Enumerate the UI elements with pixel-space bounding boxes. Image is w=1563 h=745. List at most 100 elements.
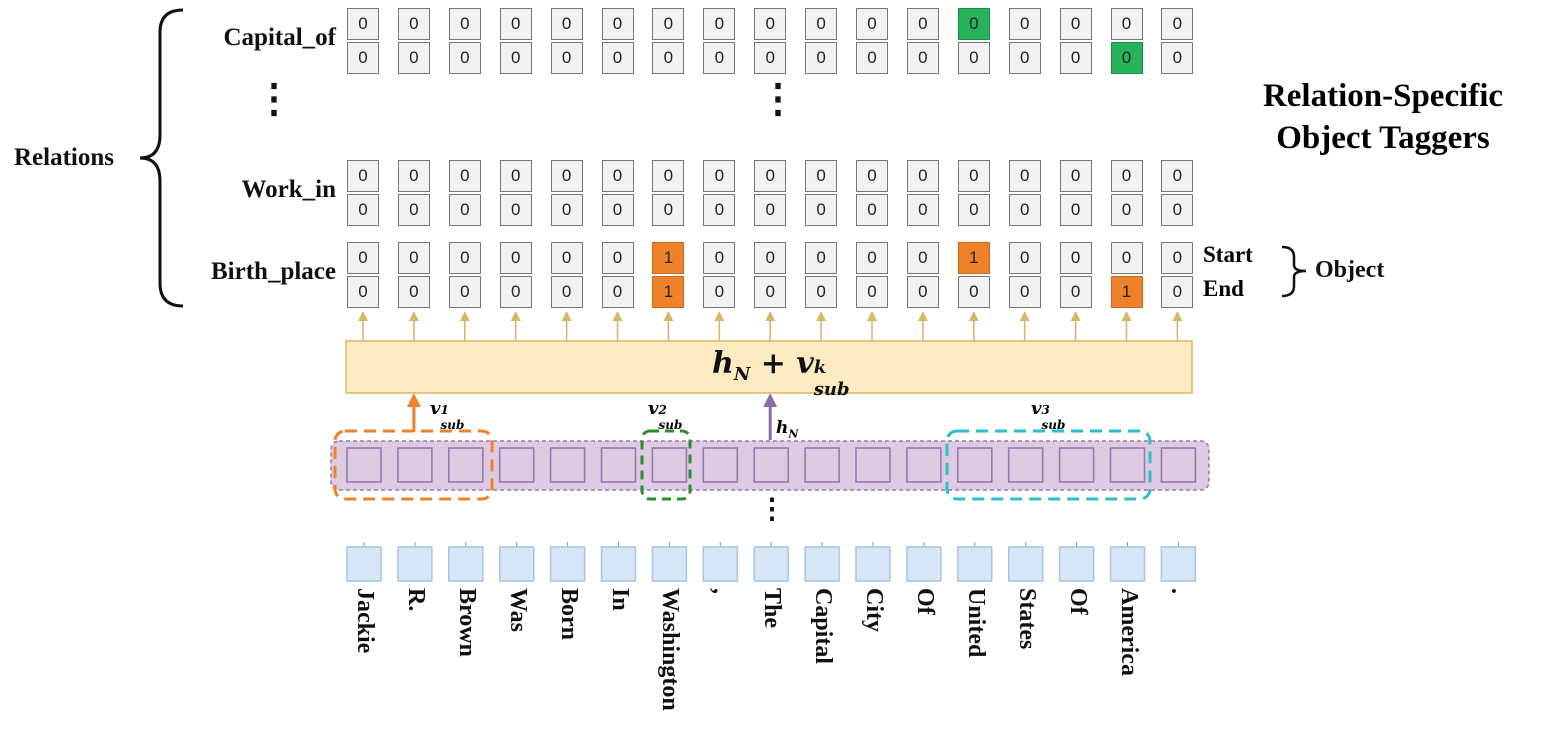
encoder-cell-9	[804, 447, 840, 483]
subject-label-2-sup: 2	[658, 403, 667, 417]
token-box-4	[549, 546, 586, 582]
token-box-6	[651, 546, 688, 582]
tagger-arrowhead-8	[765, 311, 776, 321]
encoder-cell-11	[906, 447, 942, 483]
token-word-11: Of	[911, 588, 938, 615]
subject-label-2-v: v	[648, 398, 659, 419]
tag-cell-capital-of-end-7: 0	[703, 42, 736, 74]
tag-cell-capital-of-end-1: 0	[397, 42, 430, 74]
tagger-arrowhead-4	[561, 311, 572, 321]
token-word-5: In	[606, 588, 633, 611]
tag-cell-birth-place-end-4: 0	[550, 276, 583, 308]
end-label: End	[1203, 276, 1244, 301]
tag-cell-capital-of-start-3: 0	[499, 8, 532, 40]
subject-1-arrowhead	[406, 393, 421, 407]
tag-cell-work-in-end-16: 0	[1161, 194, 1194, 226]
tagger-arrowhead-10	[867, 311, 877, 321]
encoder-cell-1	[397, 447, 433, 483]
tag-cell-birth-place-end-8: 0	[754, 276, 787, 308]
tag-cell-birth-place-start-4: 0	[550, 242, 583, 274]
tag-cell-work-in-end-13: 0	[1008, 194, 1041, 226]
combine-formula: hN + v k sub	[712, 346, 850, 400]
tag-cell-birth-place-start-9: 0	[805, 242, 838, 274]
tag-cell-birth-place-end-10: 0	[856, 276, 888, 308]
token-box-16	[1160, 546, 1197, 582]
token-word-14: Of	[1064, 588, 1091, 615]
tag-cell-capital-of-end-3: 0	[499, 42, 532, 74]
formula-h: h	[712, 346, 734, 381]
tag-cell-capital-of-start-1: 0	[397, 8, 430, 40]
tag-cell-birth-place-start-14: 0	[1059, 242, 1092, 274]
tag-cell-capital-of-end-10: 0	[856, 42, 888, 74]
ellipsis-center: ⋮	[758, 76, 798, 121]
token-word-10: City	[861, 588, 887, 632]
tag-cell-capital-of-start-16: 0	[1161, 8, 1194, 40]
tag-cell-work-in-start-2: 0	[448, 160, 481, 192]
subject-1-box	[333, 429, 494, 501]
tagger-arrowhead-1	[408, 311, 419, 321]
token-word-13: States	[1013, 588, 1040, 650]
subject-2-box	[640, 429, 692, 501]
tagger-arrowhead-6	[663, 311, 674, 321]
subject-3-box	[945, 429, 1152, 501]
tag-cell-birth-place-start-1: 0	[397, 242, 430, 274]
tagger-arrowhead-11	[917, 311, 928, 321]
tag-cell-capital-of-start-5: 0	[601, 8, 634, 40]
encoder-cell-14	[1058, 447, 1095, 483]
tag-cell-birth-place-end-12: 0	[957, 276, 990, 308]
tag-cell-work-in-start-10: 0	[856, 160, 888, 192]
tag-cell-work-in-start-16: 0	[1161, 160, 1194, 192]
formula-plus: +	[760, 346, 786, 381]
encoder-cell-3	[498, 447, 535, 483]
tagger-arrowhead-3	[510, 311, 521, 321]
token-word-12: United	[962, 588, 989, 658]
token-word-16: .	[1166, 588, 1193, 594]
tagger-arrowhead-15	[1121, 311, 1132, 321]
tagger-arrowhead-12	[968, 311, 979, 321]
tag-cell-work-in-start-0: 0	[347, 160, 379, 192]
tagger-arrowhead-5	[612, 311, 623, 321]
tag-cell-capital-of-end-2: 0	[448, 42, 481, 74]
tagger-arrowhead-9	[816, 311, 827, 321]
tag-cell-capital-of-start-13: 0	[1008, 8, 1041, 40]
tag-cell-birth-place-end-7: 0	[703, 276, 736, 308]
object-label: Object	[1315, 257, 1385, 283]
tag-cell-capital-of-start-12: 0	[957, 8, 990, 40]
token-box-12	[957, 546, 993, 582]
tag-cell-capital-of-start-15: 0	[1110, 8, 1143, 40]
tag-cell-birth-place-end-6: 1	[652, 276, 685, 308]
tag-cell-capital-of-end-11: 0	[906, 42, 939, 74]
tag-cell-work-in-start-4: 0	[550, 160, 583, 192]
tag-cell-capital-of-end-6: 0	[652, 42, 685, 74]
token-word-3: Was	[504, 588, 531, 633]
tag-cell-capital-of-end-8: 0	[754, 42, 787, 74]
token-word-8: The	[759, 588, 786, 629]
tag-cell-capital-of-start-14: 0	[1059, 8, 1092, 40]
tag-cell-birth-place-end-0: 0	[347, 276, 379, 308]
encoder-cell-12	[956, 447, 993, 483]
subject-label-2-sub: sub	[658, 418, 683, 432]
tag-cell-work-in-end-5: 0	[601, 194, 634, 226]
tag-cell-birth-place-end-9: 0	[805, 276, 838, 308]
tag-cell-birth-place-end-13: 0	[1008, 276, 1041, 308]
tag-cell-capital-of-start-9: 0	[805, 8, 838, 40]
token-box-9	[804, 546, 840, 582]
encoder-cell-16	[1160, 447, 1197, 483]
tag-cell-capital-of-end-4: 0	[550, 42, 583, 74]
relation-label-birth-place: Birth_place	[211, 258, 336, 285]
tag-cell-work-in-start-11: 0	[906, 160, 939, 192]
tag-cell-capital-of-end-12: 0	[957, 42, 990, 74]
tag-cell-birth-place-start-5: 0	[601, 242, 634, 274]
tagger-arrowhead-0	[358, 311, 368, 321]
tag-cell-work-in-start-14: 0	[1059, 160, 1092, 192]
tag-cell-birth-place-end-16: 0	[1161, 276, 1194, 308]
tag-cell-work-in-start-6: 0	[652, 160, 685, 192]
tag-cell-work-in-end-9: 0	[805, 194, 838, 226]
subject-label-3-sup: 3	[1041, 403, 1050, 417]
tag-cell-capital-of-end-0: 0	[347, 42, 379, 74]
tag-cell-work-in-end-11: 0	[906, 194, 939, 226]
tag-cell-capital-of-end-15: 0	[1110, 42, 1143, 74]
ellipsis-bottom: ⋮	[758, 494, 786, 525]
subject-label-3: v 3 sub	[1031, 398, 1065, 432]
tagger-arrowhead-7	[714, 311, 725, 321]
